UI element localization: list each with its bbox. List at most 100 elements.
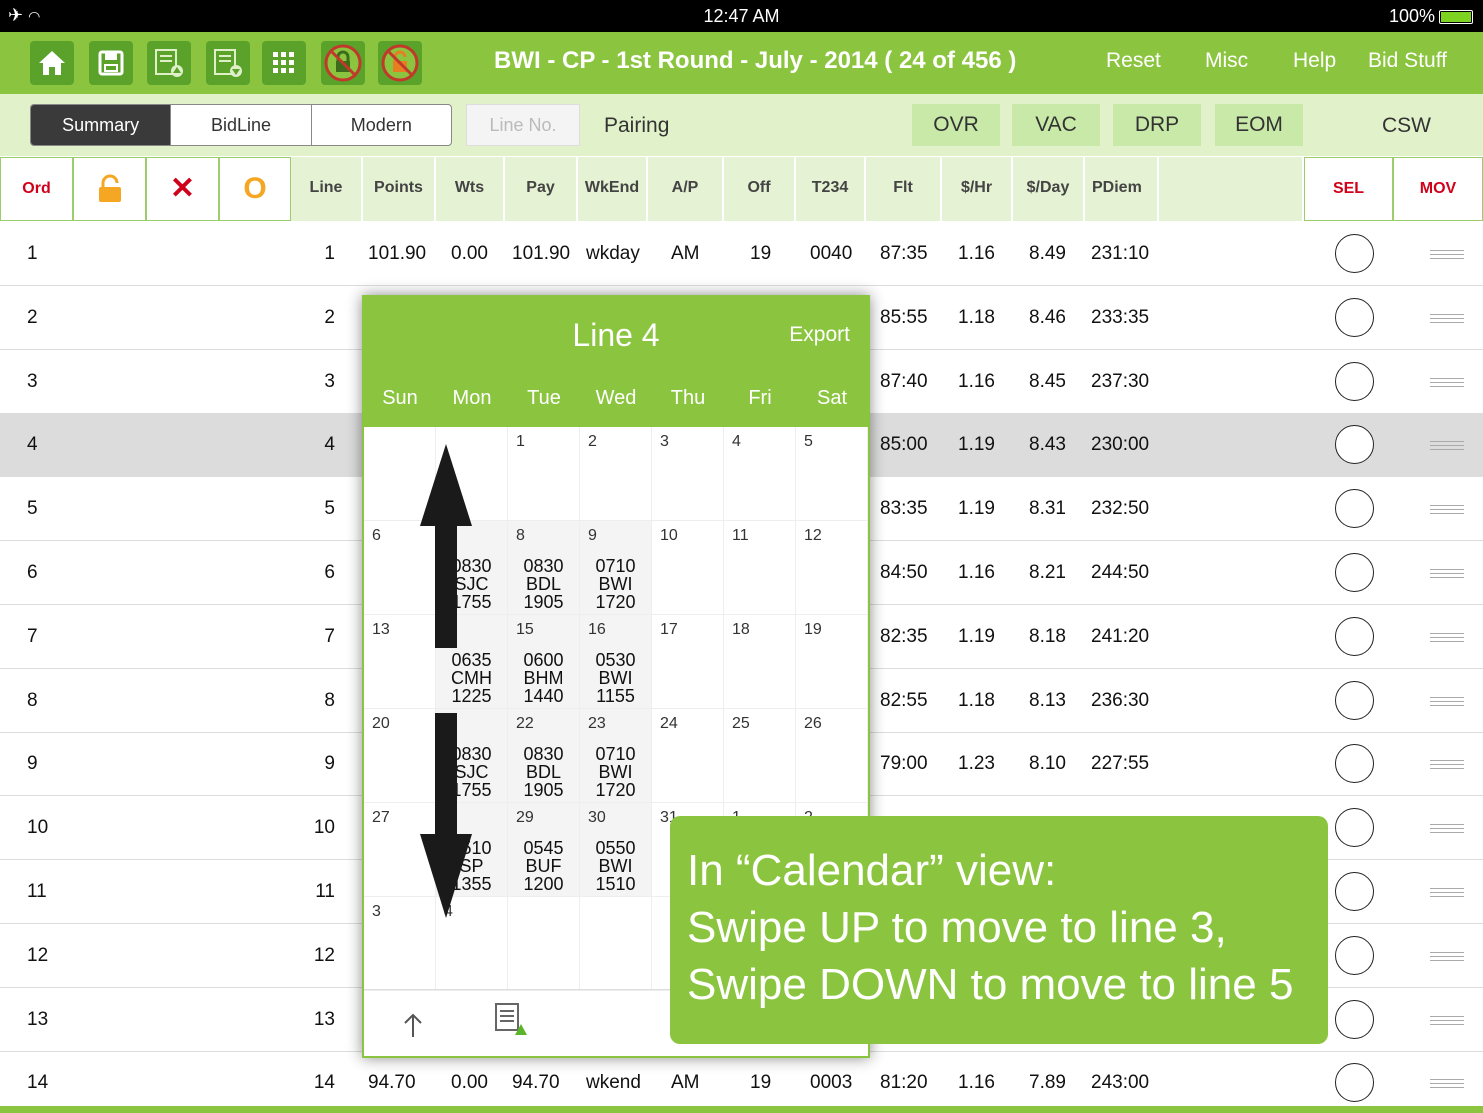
column-ap[interactable]: A/P <box>648 157 724 221</box>
calendar-day[interactable]: 13 <box>364 615 436 709</box>
drag-handle-icon[interactable] <box>1430 377 1464 387</box>
column-sel[interactable]: SEL <box>1304 157 1393 221</box>
misc-button[interactable]: Misc <box>1205 49 1249 72</box>
calendar-day[interactable]: 11 <box>724 521 796 615</box>
calendar-day[interactable]: 26 <box>796 709 868 803</box>
bid-down-button[interactable] <box>206 41 250 85</box>
select-radio[interactable] <box>1335 234 1374 273</box>
calendar-day[interactable] <box>580 897 652 991</box>
calendar-day[interactable]: 27 <box>364 803 436 897</box>
calendar-day[interactable]: 18 <box>724 615 796 709</box>
lock-all-button[interactable] <box>321 41 365 85</box>
lock-column-button[interactable] <box>73 157 146 221</box>
select-radio[interactable] <box>1335 553 1374 592</box>
calendar-day[interactable]: 17 <box>652 615 724 709</box>
drag-handle-icon[interactable] <box>1430 313 1464 323</box>
select-radio[interactable] <box>1335 808 1374 848</box>
drag-handle-icon[interactable] <box>1430 1079 1464 1089</box>
calendar-day[interactable]: 25 <box>724 709 796 803</box>
help-button[interactable]: Help <box>1293 49 1337 72</box>
calendar-day[interactable]: 2 <box>580 427 652 521</box>
calendar-day[interactable]: 20 <box>364 709 436 803</box>
calendar-day-trip[interactable]: 23 0710 BWI 1720 <box>580 709 652 803</box>
line-number-input[interactable]: Line No. <box>466 104 580 146</box>
select-radio[interactable] <box>1335 935 1374 975</box>
up-arrow-icon[interactable] <box>402 1012 424 1038</box>
drag-handle-icon[interactable] <box>1430 632 1464 642</box>
bid-stuff-button[interactable]: Bid Stuff <box>1368 49 1447 72</box>
drag-handle-icon[interactable] <box>1430 951 1464 961</box>
drp-button[interactable]: DRP <box>1113 104 1201 146</box>
column-t234[interactable]: T234 <box>796 157 866 221</box>
calendar-day[interactable] <box>508 897 580 991</box>
drag-handle-icon[interactable] <box>1430 250 1464 259</box>
reset-button[interactable]: Reset <box>1106 49 1161 72</box>
csw-button[interactable]: CSW <box>1382 114 1431 137</box>
calendar-day-trip[interactable]: 15 0600 BHM 1440 <box>508 615 580 709</box>
table-row[interactable]: 1 1 101.90 0.00 101.90 wkday AM 19 0040 87:35 1.16… <box>0 222 1483 286</box>
calendar-day-trip[interactable]: 1 0830 SJC 1755 <box>436 709 508 803</box>
unlock-all-button[interactable] <box>378 41 422 85</box>
calendar-day[interactable]: 4 <box>436 897 508 991</box>
column-off[interactable]: Off <box>724 157 796 221</box>
calendar-day[interactable]: 3 <box>364 897 436 991</box>
select-radio[interactable] <box>1335 361 1374 401</box>
column-wts[interactable]: Wts <box>436 157 505 221</box>
calendar-day-trip[interactable]: 4 0635 CMH 1225 <box>436 615 508 709</box>
calendar-day[interactable]: 6 <box>364 521 436 615</box>
column-flt[interactable]: Flt <box>866 157 942 221</box>
delete-column-button[interactable]: ✕ <box>146 157 219 221</box>
bid-up-button[interactable] <box>147 41 191 85</box>
column-ord[interactable]: Ord <box>0 157 73 221</box>
bid-up-icon[interactable] <box>494 1002 530 1038</box>
calendar-day[interactable] <box>436 427 508 521</box>
save-button[interactable] <box>89 41 133 85</box>
calendar-day-trip[interactable]: 22 0830 BDL 1905 <box>508 709 580 803</box>
drag-handle-icon[interactable] <box>1430 888 1464 897</box>
tab-bidline[interactable]: BidLine <box>171 105 312 145</box>
column-wkend[interactable]: WkEnd <box>578 157 648 221</box>
select-radio[interactable] <box>1335 616 1374 656</box>
calendar-day[interactable]: 10 <box>652 521 724 615</box>
eom-button[interactable]: EOM <box>1215 104 1303 146</box>
calendar-day[interactable]: 12 <box>796 521 868 615</box>
circle-column-button[interactable]: O <box>219 157 291 221</box>
select-radio[interactable] <box>1335 999 1374 1039</box>
export-button[interactable]: Export <box>789 323 850 346</box>
calendar-day[interactable] <box>364 427 436 521</box>
calendar-day[interactable]: 24 <box>652 709 724 803</box>
calendar-day[interactable]: 3 <box>652 427 724 521</box>
calendar-day-trip[interactable]: 0830 SJC 1755 <box>436 521 508 615</box>
calendar-day-trip[interactable]: 8 0510 SP 1355 <box>436 803 508 897</box>
column-mov[interactable]: MOV <box>1393 157 1483 221</box>
vac-button[interactable]: VAC <box>1012 104 1100 146</box>
drag-handle-icon[interactable] <box>1430 696 1464 706</box>
drag-handle-icon[interactable] <box>1430 760 1464 770</box>
drag-handle-icon[interactable] <box>1430 824 1464 834</box>
select-radio[interactable] <box>1335 680 1374 720</box>
tab-modern[interactable]: Modern <box>350 115 412 135</box>
select-radio[interactable] <box>1335 489 1374 529</box>
calendar-day[interactable]: 1 <box>508 427 580 521</box>
calendar-day-trip[interactable]: 16 0530 BWI 1155 <box>580 615 652 709</box>
table-row[interactable]: 14 14 94.70 0.00 94.70 wkend AM 19 0003 81:20 1.16… <box>0 1051 1483 1113</box>
column-pdiem[interactable]: PDiem <box>1085 157 1159 221</box>
calendar-day[interactable]: 5 <box>796 427 868 521</box>
calendar-day-trip[interactable]: 8 0830 BDL 1905 <box>508 521 580 615</box>
drag-handle-icon[interactable] <box>1430 441 1464 451</box>
select-radio[interactable] <box>1335 872 1374 911</box>
drag-handle-icon[interactable] <box>1430 1015 1464 1025</box>
calendar-day-trip[interactable]: 9 0710 BWI 1720 <box>580 521 652 615</box>
tab-summary[interactable]: Summary <box>31 105 172 145</box>
ovr-button[interactable]: OVR <box>912 104 1000 146</box>
column-dollar-per-hour[interactable]: $/Hr <box>942 157 1013 221</box>
drag-handle-icon[interactable] <box>1430 505 1464 515</box>
pairing-button[interactable]: Pairing <box>604 114 670 137</box>
home-button[interactable] <box>30 41 74 85</box>
calendar-day-trip[interactable]: 29 0545 BUF 1200 <box>508 803 580 897</box>
calendar-day[interactable]: 19 <box>796 615 868 709</box>
grid-button[interactable] <box>262 41 306 85</box>
column-pay[interactable]: Pay <box>505 157 578 221</box>
select-radio[interactable] <box>1335 297 1374 337</box>
drag-handle-icon[interactable] <box>1430 569 1464 578</box>
